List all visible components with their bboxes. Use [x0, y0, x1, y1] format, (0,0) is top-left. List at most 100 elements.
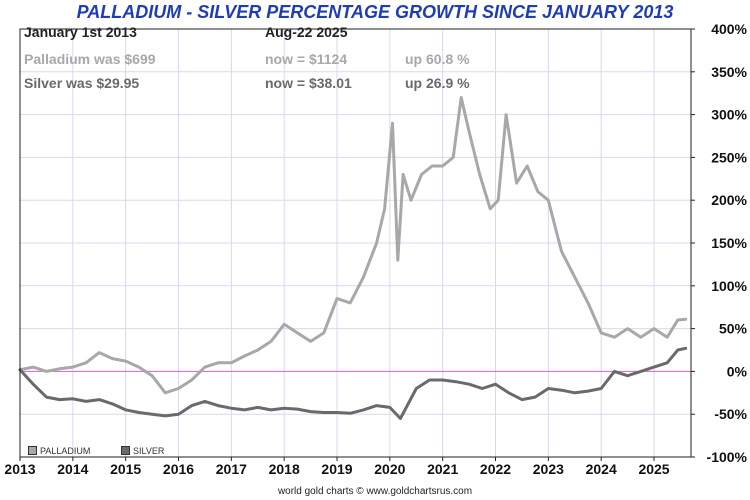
data-point-palladium: [230, 362, 233, 364]
data-point-palladium: [32, 366, 34, 368]
legend-silver: SILVER: [121, 446, 164, 456]
data-point-palladium: [204, 366, 206, 368]
silver-change: up 26.9 %: [405, 75, 470, 91]
chart-title: PALLADIUM - SILVER PERCENTAGE GROWTH SIN…: [76, 2, 674, 22]
x-tick-label: 2024: [586, 461, 617, 477]
data-point-silver: [243, 409, 246, 411]
data-point-silver: [560, 389, 563, 392]
palladium-change: up 60.8 %: [405, 51, 470, 67]
data-point-silver: [626, 374, 629, 377]
data-point-silver: [600, 387, 602, 390]
data-point-silver: [111, 403, 114, 405]
data-point-palladium: [375, 242, 378, 244]
data-point-palladium: [138, 366, 140, 368]
data-point-silver: [72, 398, 74, 400]
data-point-palladium: [243, 355, 246, 357]
data-point-palladium: [257, 349, 259, 351]
x-tick-label: 2021: [427, 461, 458, 477]
data-point-palladium: [666, 336, 668, 339]
data-point-palladium: [45, 370, 48, 373]
data-point-silver: [547, 387, 550, 390]
data-point-silver: [204, 400, 206, 403]
legend-palladium-label: PALLADIUM: [40, 446, 91, 456]
data-point-palladium: [336, 297, 338, 300]
credit-line: world gold charts © www.goldchartsrus.co…: [277, 486, 473, 497]
legend-palladium-swatch: [28, 446, 37, 455]
silver-start-price: Silver was $29.95: [24, 75, 140, 91]
data-point-silver: [45, 396, 48, 398]
data-point-palladium: [111, 357, 114, 360]
data-point-silver: [677, 349, 679, 351]
data-point-silver: [389, 406, 391, 409]
data-point-palladium: [574, 276, 576, 279]
data-point-palladium: [560, 250, 563, 253]
palladium-start-price: Palladium was $699: [24, 51, 156, 67]
y-tick-label: 200%: [711, 192, 747, 208]
data-point-silver: [217, 404, 219, 407]
x-tick-label: 2020: [374, 461, 405, 477]
data-point-palladium: [684, 318, 687, 321]
series-line-silver: [18, 346, 688, 420]
data-point-palladium: [537, 190, 539, 193]
y-tick-label: 400%: [711, 21, 747, 37]
data-point-silver: [177, 413, 180, 416]
data-point-palladium: [587, 302, 589, 304]
data-point-silver: [534, 396, 536, 398]
x-tick-label: 2013: [4, 461, 35, 477]
x-tick-label: 2017: [216, 461, 247, 477]
data-point-silver: [441, 379, 444, 381]
y-tick-label: 50%: [719, 321, 748, 337]
data-point-silver: [640, 370, 642, 373]
data-point-palladium: [190, 379, 193, 381]
data-point-palladium: [164, 392, 167, 394]
data-point-palladium: [677, 319, 679, 321]
data-point-silver: [32, 383, 34, 386]
x-tick-label: 2019: [321, 461, 352, 477]
data-point-silver: [613, 370, 616, 373]
data-point-silver: [375, 404, 378, 407]
y-tick-label: 100%: [711, 278, 747, 294]
data-point-palladium: [468, 130, 470, 133]
data-point-silver: [349, 412, 352, 415]
data-point-palladium: [420, 173, 423, 176]
data-point-palladium: [460, 96, 463, 99]
x-tick-label: 2016: [163, 461, 194, 477]
x-axis-ticks: 2013 2014 2015 2016 2017 2018 2019 2020 2021 2022…: [4, 457, 670, 477]
data-point-palladium: [309, 340, 312, 343]
x-tick-label: 2022: [480, 461, 511, 477]
data-point-palladium: [478, 173, 481, 176]
data-point-palladium: [515, 182, 518, 184]
data-point-palladium: [397, 259, 399, 261]
data-point-palladium: [383, 208, 386, 210]
data-point-palladium: [177, 387, 180, 390]
data-point-silver: [481, 387, 484, 390]
x-tick-label: 2015: [110, 461, 141, 477]
data-point-silver: [190, 404, 193, 407]
data-point-silver: [666, 362, 668, 364]
x-tick-label: 2023: [533, 461, 564, 477]
data-point-silver: [399, 417, 402, 420]
data-point-silver: [58, 398, 61, 401]
y-tick-label: 350%: [711, 64, 747, 80]
y-tick-label: -100%: [707, 449, 748, 465]
y-tick-label: 0%: [727, 363, 748, 379]
data-point-palladium: [489, 208, 492, 210]
data-point-silver: [270, 409, 272, 411]
data-point-silver: [521, 398, 523, 401]
data-point-silver: [296, 408, 299, 410]
y-tick-label: 300%: [711, 107, 747, 123]
data-point-palladium: [72, 366, 74, 368]
x-tick-label: 2014: [57, 461, 88, 477]
data-point-palladium: [600, 332, 602, 334]
data-point-palladium: [217, 362, 219, 364]
data-point-palladium: [626, 327, 629, 330]
x-tick-label: 2018: [269, 461, 300, 477]
data-point-palladium: [391, 122, 394, 124]
data-point-silver: [468, 383, 470, 386]
data-point-silver: [362, 409, 365, 411]
data-point-silver: [507, 392, 510, 394]
data-point-silver: [574, 392, 576, 394]
series-line-palladium: [18, 96, 688, 395]
end-date-label: Aug-22 2025: [265, 24, 348, 40]
